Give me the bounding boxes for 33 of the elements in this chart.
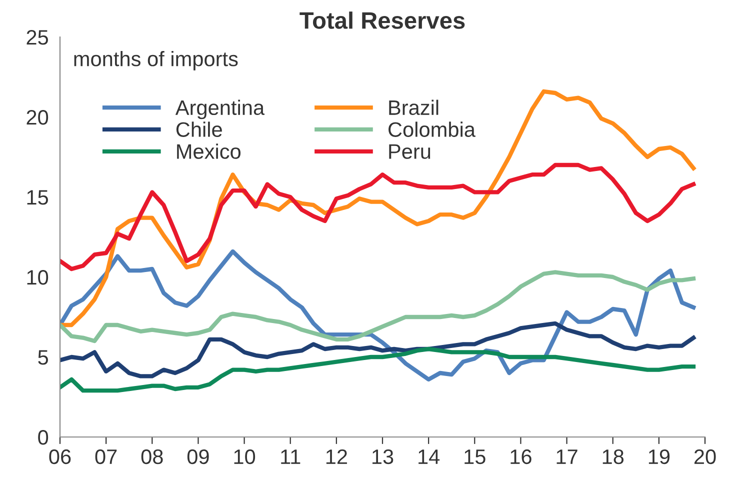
legend-label: Argentina — [175, 100, 265, 120]
line-series — [60, 346, 696, 393]
x-tick-label: 20 — [694, 449, 716, 464]
x-tick-label: 10 — [234, 449, 256, 464]
x-tick-label: 07 — [95, 449, 117, 464]
x-tick-label: 08 — [141, 449, 163, 464]
x-tick-label: 06 — [49, 449, 71, 464]
y-tick-label: 5 — [38, 350, 48, 365]
legend-label: Brazil — [389, 100, 438, 116]
line-series — [60, 270, 696, 344]
x-tick-label: 13 — [372, 449, 394, 464]
line-series — [60, 162, 696, 272]
x-tick-label: 14 — [418, 450, 440, 464]
x-tick-label: 12 — [326, 449, 347, 464]
y-tick-label: 20 — [26, 110, 48, 125]
legend-label: Chile — [176, 122, 222, 137]
x-tick-label: 17 — [556, 450, 578, 464]
line-series — [60, 321, 696, 378]
x-tick-label: 15 — [464, 450, 486, 464]
y-tick-label: 15 — [27, 190, 48, 205]
y-tick-label: 25 — [26, 30, 48, 45]
x-tick-label: 11 — [281, 450, 300, 464]
x-tick-label: 09 — [187, 449, 209, 464]
y-tick-label: 0 — [38, 430, 48, 445]
legend-label: Colombia — [388, 122, 476, 137]
y-tick-label: 10 — [27, 270, 48, 285]
legend-label: Mexico — [177, 144, 240, 159]
legend-label: Peru — [389, 144, 430, 159]
x-tick-label: 18 — [602, 449, 624, 464]
chart-title: Total Reserves — [300, 12, 465, 29]
x-tick-label: 16 — [510, 449, 532, 464]
y-axis-title: months of imports — [74, 51, 238, 70]
x-tick-label: 19 — [648, 449, 670, 464]
